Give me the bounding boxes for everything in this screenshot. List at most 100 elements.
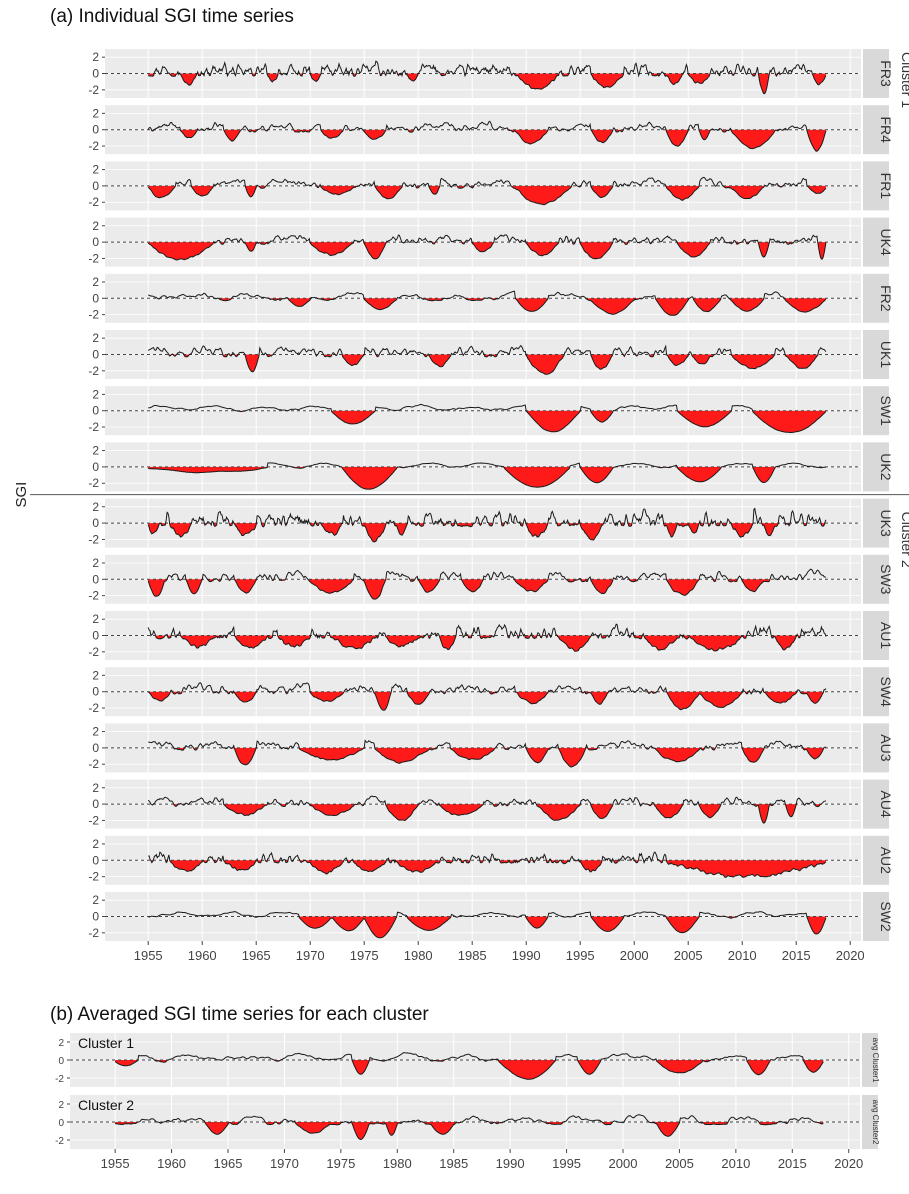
y-tick-label: 2 xyxy=(92,444,99,458)
x-tick-label: 2010 xyxy=(728,948,757,963)
panel-a-title: (a) Individual SGI time series xyxy=(50,6,294,27)
y-tick-label: 0 xyxy=(92,179,99,193)
sgi-line xyxy=(147,682,827,711)
y-tick-label: 0 xyxy=(92,629,99,643)
y-tick-label: 2 xyxy=(92,725,99,739)
sgi-line xyxy=(147,120,827,152)
sgi-line xyxy=(115,1114,824,1141)
y-tick-label: -2 xyxy=(55,1074,64,1085)
facet-strip xyxy=(862,1095,878,1149)
y-axis-label: SGI xyxy=(13,482,30,508)
facet-strip-label: SW4 xyxy=(878,677,894,708)
y-tick-label: -2 xyxy=(88,364,99,378)
facet-strip xyxy=(863,105,889,155)
sgi-line xyxy=(147,507,827,543)
facet-strip xyxy=(863,835,889,885)
facet-strip xyxy=(863,161,889,211)
y-tick-label: 2 xyxy=(92,106,99,120)
y-tick-label: 2 xyxy=(92,275,99,289)
y-tick-label: -2 xyxy=(88,870,99,884)
deficit-area xyxy=(148,747,826,768)
x-tick-label: 1970 xyxy=(270,1156,299,1171)
facet-strip-label: AU4 xyxy=(878,790,894,817)
x-tick-label: 1970 xyxy=(296,948,325,963)
x-tick-label: 1995 xyxy=(552,1156,581,1171)
x-tick-label: 2000 xyxy=(620,948,649,963)
facet-strip xyxy=(863,723,889,773)
y-tick-label: -2 xyxy=(88,83,99,97)
y-tick-label: 0 xyxy=(92,460,99,474)
deficit-area xyxy=(148,804,826,824)
deficit-area xyxy=(148,129,826,152)
facet-strip-label: UK4 xyxy=(878,228,894,255)
y-tick-label: -2 xyxy=(88,251,99,265)
y-tick-label: -2 xyxy=(88,645,99,659)
series-panel-uk4: 2 0 -2 UK4 xyxy=(88,217,894,267)
y-tick-label: 2 xyxy=(92,556,99,570)
facet-strip-label: FR3 xyxy=(878,60,894,87)
y-tick-label: 0 xyxy=(58,1118,64,1129)
sgi-line xyxy=(147,623,827,652)
facet-strip xyxy=(863,273,889,323)
series-panel-cluster-2: 2 0 -2 avg Cluster2 xyxy=(55,1095,880,1149)
x-tick-label: 1975 xyxy=(350,948,379,963)
y-tick-label: 0 xyxy=(92,404,99,418)
y-tick-label: 2 xyxy=(92,500,99,514)
y-tick-label: 2 xyxy=(58,1038,64,1049)
panel-b-title: (b) Averaged SGI time series for each cl… xyxy=(50,1004,429,1025)
x-tick-label: 2015 xyxy=(782,948,811,963)
y-tick-label: -2 xyxy=(88,476,99,490)
facet-strip xyxy=(863,386,889,436)
y-tick-label: -2 xyxy=(55,1136,64,1147)
deficit-area xyxy=(148,298,826,316)
sgi-line xyxy=(148,911,827,939)
y-tick-label: 2 xyxy=(92,781,99,795)
x-tick-label: 1995 xyxy=(566,948,595,963)
facet-strip-label: UK2 xyxy=(878,453,894,480)
series-panel-sw4: 2 0 -2 SW4 xyxy=(88,667,894,717)
x-tick-label: 2000 xyxy=(609,1156,638,1171)
y-tick-label: 2 xyxy=(92,50,99,64)
cluster-name-label: Cluster 1 xyxy=(78,1035,134,1051)
y-tick-label: 2 xyxy=(92,219,99,233)
facet-strip-label: FR4 xyxy=(878,116,894,143)
y-tick-label: 2 xyxy=(58,1100,64,1111)
y-tick-label: 0 xyxy=(92,910,99,924)
sgi-line xyxy=(147,176,827,206)
series-panel-au4: 2 0 -2 AU4 xyxy=(88,779,894,829)
series-panel-fr4: 2 0 -2 FR4 xyxy=(88,105,894,155)
series-panel-fr3: 2 0 -2 FR3 xyxy=(88,49,894,98)
series-panel-sw1: 2 0 -2 SW1 xyxy=(88,386,894,436)
facet-strip xyxy=(863,554,889,604)
series-panel-au1: 2 0 -2 AU1 xyxy=(88,611,894,660)
facet-strip xyxy=(863,892,889,941)
y-tick-label: 0 xyxy=(92,853,99,867)
y-tick-label: 0 xyxy=(92,123,99,137)
x-tick-label: 1965 xyxy=(214,1156,243,1171)
deficit-area xyxy=(148,354,826,375)
y-tick-label: 2 xyxy=(92,163,99,177)
deficit-area xyxy=(148,691,826,711)
facet-strip xyxy=(863,611,889,660)
y-tick-label: 2 xyxy=(92,612,99,626)
y-tick-label: -2 xyxy=(88,589,99,603)
facet-strip xyxy=(862,1033,878,1087)
sgi-line xyxy=(147,290,827,316)
facet-strip-label: SW1 xyxy=(878,396,894,427)
deficit-area xyxy=(148,242,826,260)
y-tick-label: 2 xyxy=(92,331,99,345)
y-tick-label: -2 xyxy=(88,813,99,827)
facet-strip-label: AU3 xyxy=(878,734,894,761)
x-tick-label: 1980 xyxy=(404,948,433,963)
facet-strip xyxy=(863,667,889,717)
series-panel-fr1: 2 0 -2 FR1 xyxy=(88,161,894,211)
y-tick-label: 0 xyxy=(92,67,99,81)
series-panel-fr2: 2 0 -2 FR2 xyxy=(88,273,894,323)
x-tick-label: 1985 xyxy=(439,1156,468,1171)
series-panel-sw3: 2 0 -2 SW3 xyxy=(88,554,894,604)
sgi-line xyxy=(148,60,827,95)
facet-strip-label: AU2 xyxy=(878,847,894,874)
y-tick-label: -2 xyxy=(88,926,99,940)
y-tick-label: 0 xyxy=(92,348,99,362)
